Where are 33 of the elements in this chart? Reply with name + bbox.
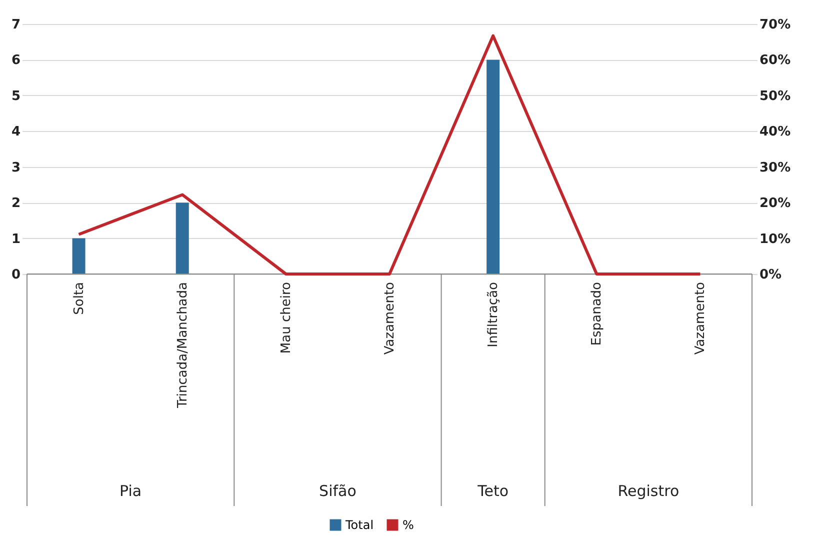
x-tick-label: Trincada/Manchada	[175, 282, 190, 409]
bar	[486, 60, 500, 274]
y-tick-label: 3	[11, 160, 20, 176]
legend-label: Total	[344, 518, 374, 532]
text: Pia	[120, 482, 142, 500]
bar	[72, 238, 86, 274]
x-tick-label: Vazamento	[382, 282, 398, 355]
x-tick-label: Solta	[72, 282, 87, 315]
line-series	[77, 34, 702, 276]
y-tick-label: 6	[11, 53, 20, 68]
y2-tick-label: 20%	[760, 196, 791, 212]
y-tick-label: 0	[11, 268, 20, 282]
x-tick-label: Mau cheiro	[278, 282, 294, 354]
x-tick-label: Infiltração	[486, 282, 502, 348]
y-tick-label: 4	[11, 124, 20, 140]
y2-tick-label: 30%	[760, 160, 791, 176]
y-tick-label: 5	[11, 88, 20, 104]
text: Teto	[476, 482, 509, 500]
y-tick-label: 1	[11, 232, 20, 247]
y2-tick-label: 10%	[760, 232, 791, 247]
text: Sifão	[319, 482, 356, 500]
bar	[176, 202, 189, 274]
y-tick-label: 7	[11, 18, 20, 32]
y-tick-label: 2	[11, 196, 20, 212]
y2-tick-label: 60%	[760, 53, 791, 68]
y2-tick-label: 70%	[760, 18, 791, 32]
y2-tick-label: 50%	[760, 88, 791, 104]
y2-tick-label: 40%	[760, 124, 791, 140]
y2-tick-label: 0%	[760, 268, 782, 282]
text: Registro	[618, 482, 680, 500]
x-tick-label: Espanado	[590, 282, 605, 346]
legend-label: %	[402, 518, 414, 532]
x-tick-label: Vazamento	[693, 282, 708, 355]
